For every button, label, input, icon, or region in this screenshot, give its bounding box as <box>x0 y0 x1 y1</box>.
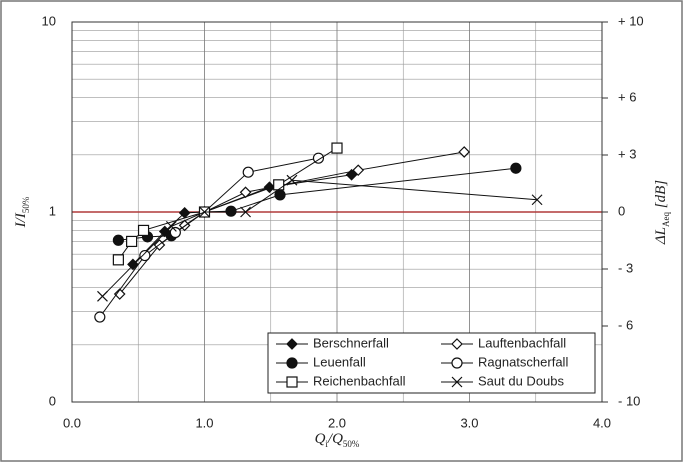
legend-label: Leuenfall <box>313 354 366 369</box>
x-axis-label-part: /Q <box>327 431 343 447</box>
data-point <box>352 164 365 177</box>
y2-tick-label: 0 <box>618 203 625 218</box>
y2-axis-label: ΔLAeq [dB] <box>653 180 671 245</box>
data-point <box>113 288 126 300</box>
y2-tick-label: + 3 <box>618 146 636 161</box>
legend-marker <box>286 338 298 350</box>
x-axis-label-part: i <box>325 439 328 449</box>
data-point <box>126 235 138 248</box>
data-point <box>242 166 254 178</box>
y2-axis-label-part: [dB] <box>653 180 669 212</box>
x-tick-label: 1.0 <box>195 415 213 430</box>
data-point <box>139 249 151 262</box>
plot-border <box>71 21 603 403</box>
legend-marker <box>286 357 298 369</box>
legend-label: Lauftenbachfall <box>478 335 566 350</box>
data-point <box>169 226 181 239</box>
data-point <box>331 142 343 154</box>
y2-tick-label: - 6 <box>618 317 633 332</box>
data-point <box>112 234 124 246</box>
data-point <box>273 179 285 191</box>
y2-tick-label: + 10 <box>618 13 644 28</box>
x-tick-label: 0.0 <box>63 415 81 430</box>
data-point <box>531 194 543 206</box>
y2-tick-label: - 10 <box>618 393 640 408</box>
legend-marker <box>451 376 463 388</box>
y2-tick-label: + 6 <box>618 89 636 104</box>
legend-label: Reichenbachfall <box>313 373 406 388</box>
x-tick-label: 4.0 <box>593 415 611 430</box>
series-line <box>102 179 538 297</box>
legend-marker <box>451 357 463 369</box>
y2-axis-label-part: Aeq <box>661 211 671 226</box>
data-point <box>94 311 106 323</box>
data-point <box>458 146 471 158</box>
x-tick-label: 2.0 <box>328 415 346 430</box>
legend-label: Saut du Doubs <box>478 373 565 388</box>
data-point <box>240 206 251 218</box>
x-tick-label: 3.0 <box>460 415 478 430</box>
legend-marker <box>286 376 298 388</box>
legend-label: Ragnatscherfall <box>478 354 568 369</box>
data-point <box>225 205 237 217</box>
legend-box <box>267 332 596 394</box>
y-axis-label-part: 50% <box>21 196 31 213</box>
data-point <box>97 290 108 302</box>
data-point <box>312 152 325 164</box>
data-point <box>286 174 298 186</box>
y-tick-label: 10 <box>42 13 56 28</box>
data-point <box>510 162 522 174</box>
data-point <box>127 258 139 271</box>
data-point <box>165 220 177 232</box>
x-axis-label: Qi/Q50% <box>315 431 360 449</box>
legend-marker <box>451 338 463 350</box>
data-point <box>274 189 286 201</box>
data-point <box>112 254 124 266</box>
data-point <box>137 224 150 237</box>
y2-tick-label: - 3 <box>618 260 633 275</box>
x-axis-label-part: Q <box>315 431 326 447</box>
x-axis-label-part: 50% <box>343 439 360 449</box>
data-point <box>199 206 210 218</box>
legend-label: Berschnerfall <box>313 335 389 350</box>
y2-axis-label-part: ΔL <box>653 227 669 245</box>
y-tick-label: 1 <box>49 203 56 218</box>
y-tick-label: 0 <box>49 393 56 408</box>
y-axis-label-part: I/I <box>13 212 29 228</box>
y-axis-label: I/I50% <box>13 196 31 228</box>
series-line <box>99 157 319 318</box>
